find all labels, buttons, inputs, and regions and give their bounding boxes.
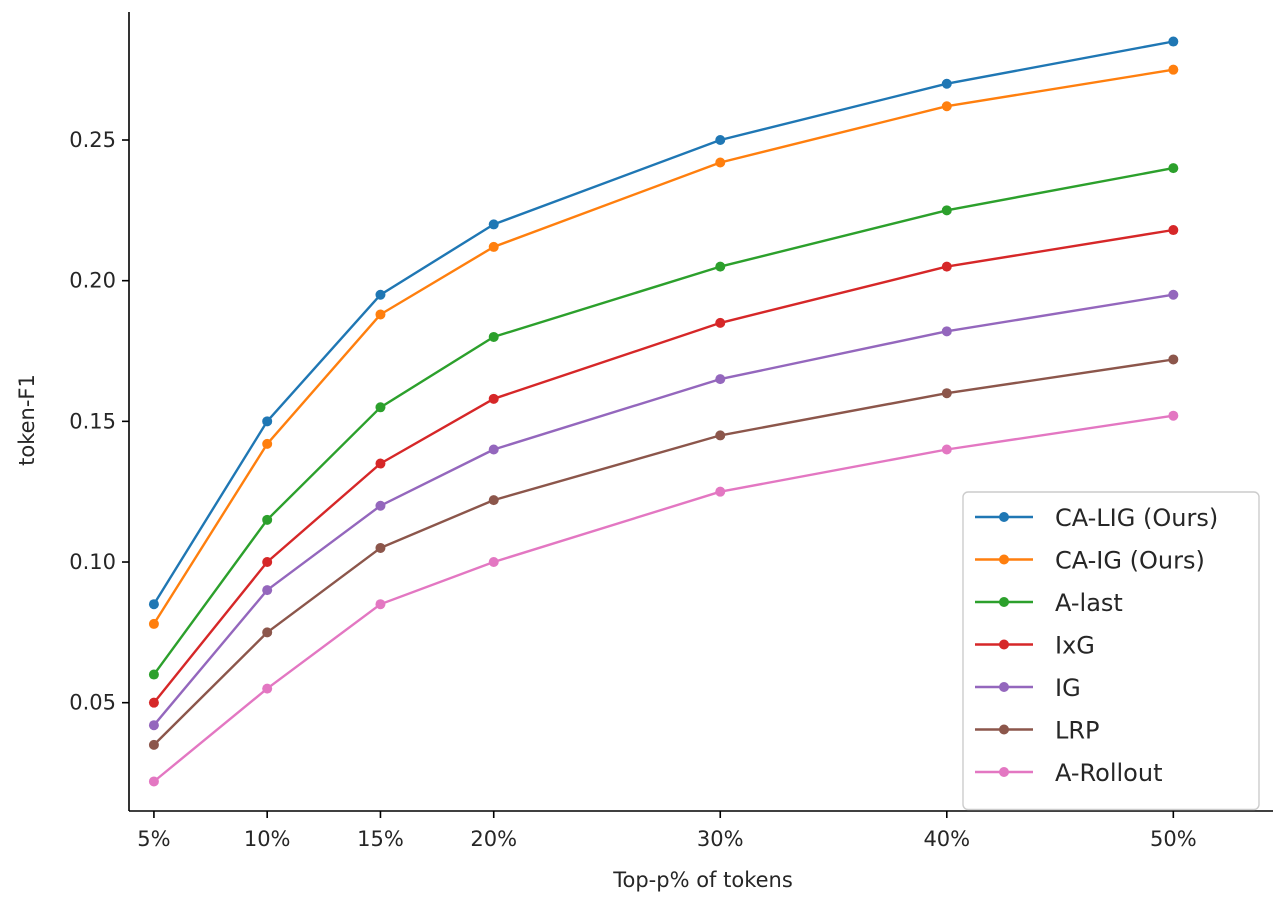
- data-point: [375, 458, 386, 469]
- data-point: [148, 739, 159, 750]
- data-point: [148, 697, 159, 708]
- data-point: [375, 542, 386, 553]
- legend-label: A-Rollout: [1055, 759, 1162, 787]
- legend-label: CA-IG (Ours): [1055, 547, 1205, 575]
- data-point: [262, 627, 273, 638]
- series-ig: [148, 289, 1179, 731]
- x-tick-label: 10%: [244, 827, 291, 851]
- data-point: [375, 599, 386, 610]
- data-point: [262, 585, 273, 596]
- x-tick-label: 30%: [697, 827, 744, 851]
- data-point: [375, 500, 386, 511]
- x-tick-label: 20%: [470, 827, 517, 851]
- data-point: [148, 618, 159, 629]
- x-tick-label: 50%: [1150, 827, 1197, 851]
- data-point: [488, 557, 499, 568]
- legend-item: IG: [975, 674, 1081, 702]
- legend: CA-LIG (Ours) CA-IG (Ours) A-last IxG IG LRP A…: [962, 491, 1260, 811]
- data-point: [715, 486, 726, 497]
- data-point: [941, 444, 952, 455]
- legend-box: [962, 491, 1260, 811]
- data-point: [488, 241, 499, 252]
- series-lrp: [148, 354, 1179, 750]
- data-point: [262, 557, 273, 568]
- x-tick-label: 40%: [923, 827, 970, 851]
- data-point: [488, 495, 499, 506]
- data-point: [488, 393, 499, 404]
- x-tick-label: 5%: [137, 827, 170, 851]
- data-point: [488, 219, 499, 230]
- legend-item: IxG: [975, 632, 1095, 660]
- legend-label: IG: [1055, 674, 1081, 702]
- data-point: [941, 78, 952, 89]
- data-point: [148, 720, 159, 731]
- y-tick-label: 0.20: [69, 269, 116, 293]
- legend-item: CA-LIG (Ours): [975, 504, 1218, 532]
- data-point: [488, 444, 499, 455]
- data-point: [941, 205, 952, 216]
- data-point: [262, 438, 273, 449]
- data-point: [148, 776, 159, 787]
- data-point: [148, 599, 159, 610]
- legend-label: CA-LIG (Ours): [1055, 504, 1218, 532]
- legend-item: A-last: [975, 589, 1123, 617]
- plot-area: 5% 10% 15% 20% 30% 40% 50% 0.05 0.10 0.15 0.20 0.25: [69, 12, 1273, 851]
- y-tick-label: 0.05: [69, 691, 116, 715]
- series-ixg: [148, 225, 1179, 708]
- data-point: [1168, 64, 1179, 75]
- data-point: [148, 669, 159, 680]
- series-ca-ig-ours: [148, 64, 1179, 629]
- legend-label: A-last: [1055, 589, 1123, 617]
- data-point: [375, 309, 386, 320]
- data-point: [941, 388, 952, 399]
- data-point: [1168, 225, 1179, 236]
- legend-marker: [999, 512, 1009, 522]
- data-point: [715, 374, 726, 385]
- data-point: [1168, 163, 1179, 174]
- data-point: [715, 157, 726, 168]
- data-point: [715, 135, 726, 146]
- y-axis-label: token-F1: [15, 374, 39, 466]
- x-axis-label: Top-p% of tokens: [612, 868, 793, 892]
- series-ca-lig-ours: [148, 36, 1179, 610]
- legend-marker: [999, 724, 1009, 735]
- x-tick-label: 15%: [357, 827, 404, 851]
- data-point: [262, 514, 273, 525]
- y-tick-label: 0.10: [69, 550, 116, 574]
- data-point: [262, 416, 273, 427]
- data-point: [715, 317, 726, 328]
- legend-label: LRP: [1055, 717, 1100, 745]
- legend-marker: [999, 597, 1009, 607]
- data-point: [1168, 354, 1179, 365]
- data-point: [262, 683, 273, 694]
- series-a-last: [148, 163, 1179, 680]
- data-point: [715, 261, 726, 272]
- y-tick-label: 0.15: [69, 409, 116, 433]
- legend-marker: [999, 682, 1009, 692]
- data-point: [941, 261, 952, 272]
- data-point: [375, 402, 386, 413]
- data-point: [941, 101, 952, 112]
- data-point: [941, 326, 952, 337]
- legend-item: A-Rollout: [975, 759, 1162, 787]
- data-point: [1168, 36, 1179, 47]
- series-a-rollout: [148, 410, 1179, 787]
- data-point: [488, 331, 499, 342]
- legend-label: IxG: [1055, 632, 1095, 660]
- y-tick-label: 0.25: [69, 128, 116, 152]
- legend-item: LRP: [975, 717, 1100, 745]
- legend-marker: [999, 554, 1009, 565]
- legend-marker: [999, 767, 1009, 777]
- legend-marker: [999, 639, 1009, 650]
- data-point: [715, 430, 726, 441]
- data-point: [1168, 410, 1179, 421]
- legend-item: CA-IG (Ours): [975, 547, 1205, 575]
- data-point: [375, 289, 386, 300]
- data-point: [1168, 289, 1179, 300]
